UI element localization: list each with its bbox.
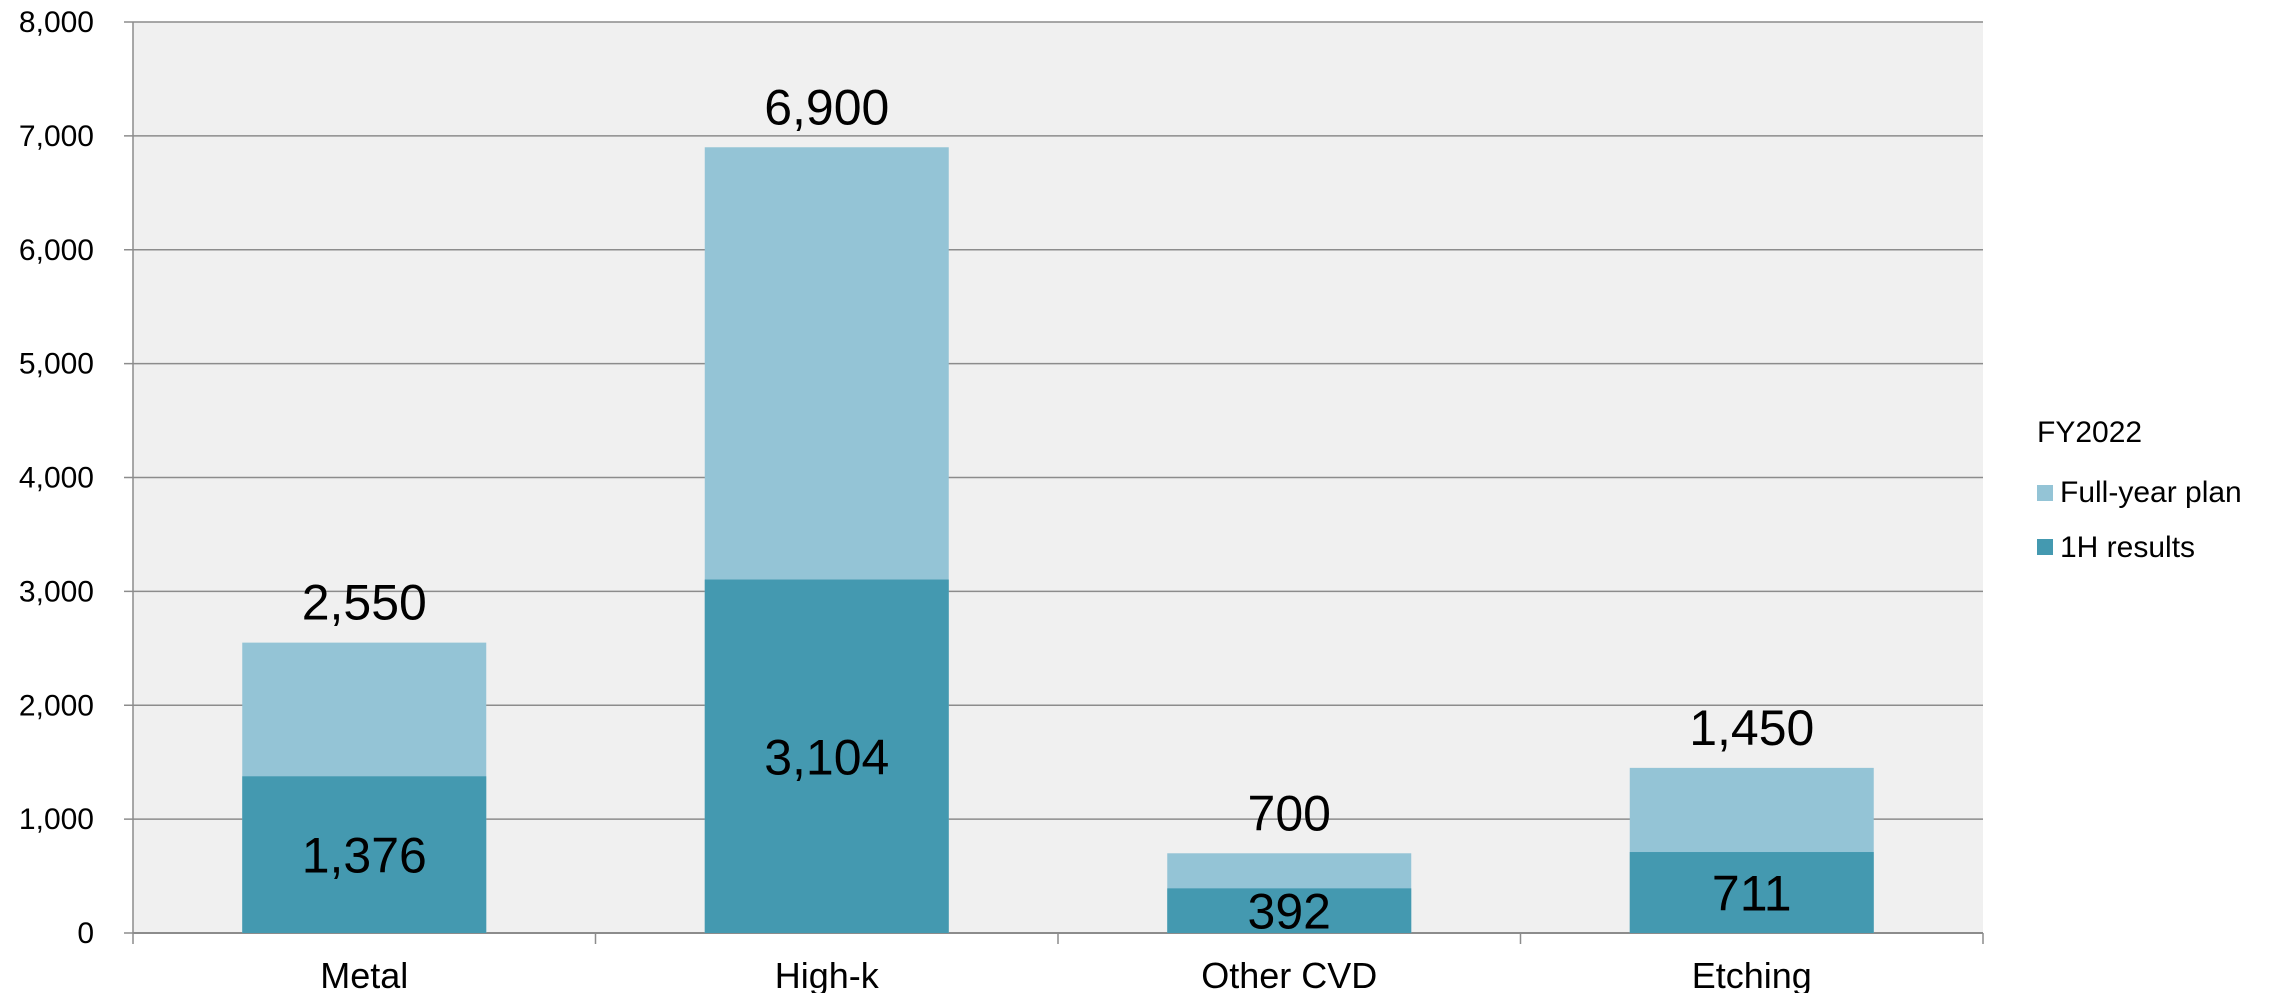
y-tick-label-8000: 8,000 (19, 6, 94, 39)
data-label-full-year-plan-etching: 1,450 (1689, 700, 1814, 756)
data-label-1h-results-other-cvd: 392 (1248, 884, 1331, 940)
data-label-full-year-plan-other-cvd: 700 (1248, 785, 1331, 841)
data-label-full-year-plan-metal: 2,550 (302, 575, 427, 631)
legend-label-1h-results: 1H results (2060, 531, 2195, 564)
y-tick-label-2000: 2,000 (19, 689, 94, 722)
bar-1h-results-metal (242, 776, 487, 933)
data-label-full-year-plan-high-k: 6,900 (764, 79, 889, 135)
legend-title: FY2022 (2037, 416, 2142, 449)
data-label-1h-results-high-k: 3,104 (764, 729, 889, 785)
data-label-1h-results-metal: 1,376 (302, 828, 427, 884)
x-tick-label-metal: Metal (320, 955, 408, 993)
bar-1h-results-etching (1629, 852, 1874, 933)
bar-1h-results-other-cvd (1167, 888, 1412, 933)
legend-swatch-1h-results (2037, 539, 2053, 555)
y-tick-label-5000: 5,000 (19, 348, 94, 381)
x-tick-label-other-cvd: Other CVD (1201, 955, 1377, 993)
x-tick-label-etching: Etching (1692, 955, 1812, 993)
y-tick-label-3000: 3,000 (19, 575, 94, 608)
y-tick-label-0: 0 (77, 917, 94, 950)
bar-1h-results-high-k (704, 579, 949, 933)
legend: FY2022 Full-year plan 1H results (2037, 416, 2242, 564)
y-tick-label-6000: 6,000 (19, 234, 94, 267)
bars (242, 147, 1874, 933)
y-tick-label-7000: 7,000 (19, 120, 94, 153)
data-label-1h-results-etching: 711 (1712, 866, 1792, 922)
data-labels: 2,550 1,376 6,900 3,104 700 392 1,450 711 (302, 79, 1815, 939)
y-tick-label-1000: 1,000 (19, 803, 94, 836)
y-tick-label-4000: 4,000 (19, 462, 94, 495)
legend-label-full-year-plan: Full-year plan (2060, 476, 2242, 509)
legend-swatch-full-year-plan (2037, 485, 2053, 501)
x-tick-label-high-k: High-k (775, 955, 880, 993)
